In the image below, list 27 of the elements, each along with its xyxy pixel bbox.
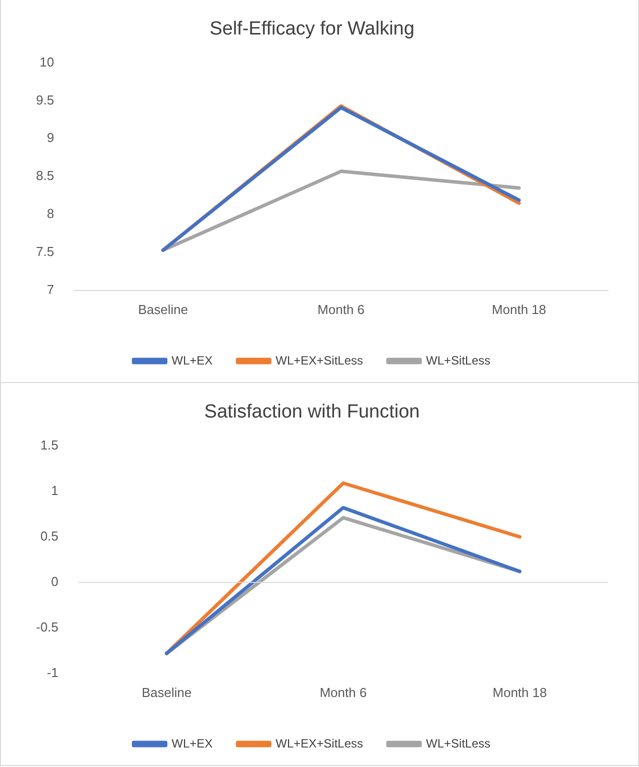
y-tick-label: 8.5 [36,168,54,184]
x-tick-label: Baseline [138,302,188,317]
y-tick-label: 1 [51,482,58,498]
legend-label: WL+EX [172,353,213,368]
y-tick-label: 0.5 [40,528,58,544]
x-tick-label: Month 6 [320,684,367,700]
chart-title: Self-Efficacy for Walking [210,18,414,40]
x-tick-label: Month 6 [318,302,365,317]
y-tick-label: 8 [46,206,54,222]
x-tick-label: Month 18 [492,302,546,317]
y-tick-label: 9 [46,130,54,146]
chart-title: Satisfaction with Function [204,402,420,423]
legend-label: WL+SitLess [426,353,490,368]
y-tick-label: 0 [51,574,58,589]
x-tick-label: Baseline [142,684,192,700]
y-tick-label: -1 [46,664,58,680]
x-tick-label: Month 18 [492,684,547,700]
legend-label: WL+EX [172,736,213,750]
y-tick-label: 10 [40,54,54,70]
y-tick-label: 7 [46,282,54,297]
legend-label: WL+SitLess [426,736,490,750]
y-tick-label: 1.5 [40,437,58,452]
legend-label: WL+EX+SitLess [276,736,364,750]
legend-label: WL+EX+SitLess [276,353,364,368]
y-tick-label: -0.5 [36,619,58,634]
y-tick-label: 9.5 [36,92,54,108]
y-tick-label: 7.5 [36,244,54,260]
